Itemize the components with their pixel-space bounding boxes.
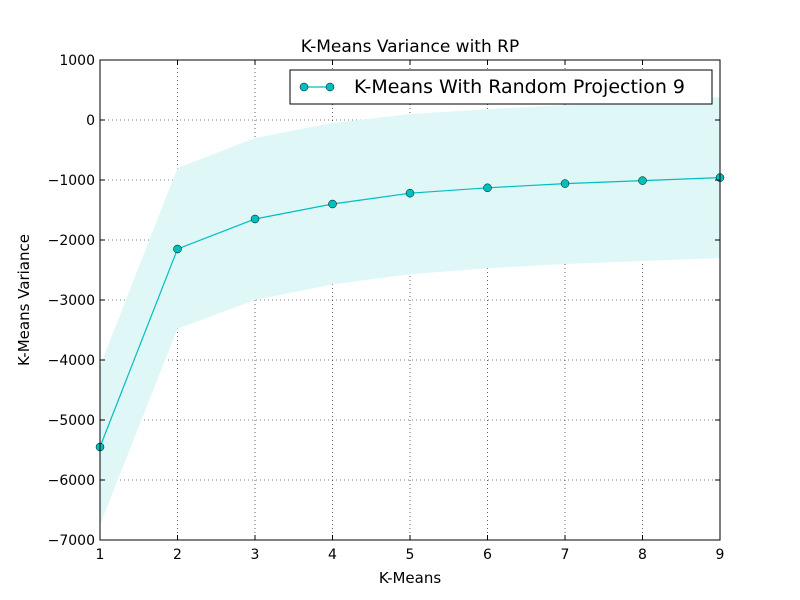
x-tick-label: 9	[716, 547, 725, 563]
x-tick-label: 7	[561, 547, 570, 563]
legend-marker	[325, 82, 335, 92]
legend-label: K-Means With Random Projection 9	[354, 76, 685, 98]
legend-box	[289, 69, 713, 105]
x-tick-label: 6	[483, 547, 492, 563]
x-axis-label: K-Means	[379, 569, 442, 587]
y-tick-label: −7000	[48, 533, 95, 549]
y-tick-label: −2000	[48, 233, 95, 249]
data-point	[328, 199, 337, 209]
x-tick-label: 5	[406, 547, 415, 563]
legend-marker	[299, 82, 309, 92]
axis-ticks: 1 2 3 4 5 6 7 8 9 −7000 −6000 −5000 −4000 −3000 −2000 −…	[48, 53, 725, 563]
chart-title: K-Means Variance with RP	[301, 37, 519, 57]
y-tick-label: −1000	[48, 173, 95, 189]
data-point	[560, 179, 570, 188]
x-tick-label: 3	[251, 547, 260, 563]
y-tick-label: 0	[86, 113, 95, 129]
y-tick-label: −5000	[48, 413, 95, 429]
x-tick-label: 2	[173, 547, 182, 563]
series-band	[100, 97, 720, 525]
legend: K-Means With Random Projection 9	[289, 69, 713, 105]
y-tick-label: −6000	[48, 473, 95, 489]
x-tick-label: 1	[96, 547, 105, 563]
confidence-band	[100, 97, 720, 525]
y-tick-label: 1000	[59, 53, 95, 69]
data-point	[173, 244, 182, 254]
data-point	[638, 176, 647, 185]
x-tick-label: 8	[638, 547, 647, 563]
data-point	[250, 214, 260, 224]
y-tick-label: −4000	[48, 353, 95, 369]
data-point	[483, 183, 492, 193]
y-tick-label: −3000	[48, 293, 95, 309]
data-point	[405, 188, 415, 198]
x-tick-label: 4	[328, 547, 337, 563]
y-axis-label: K-Means Variance	[15, 234, 33, 366]
